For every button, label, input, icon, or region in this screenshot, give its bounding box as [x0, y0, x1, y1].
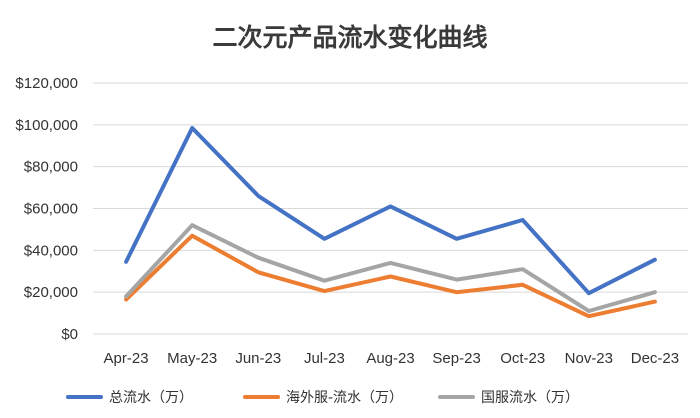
y-tick-label: $40,000 — [24, 242, 78, 259]
legend-label: 总流水（万） — [109, 390, 193, 406]
series-line-3 — [124, 223, 657, 313]
legend: 总流水（万） 海外服-流水（万） 国服流水（万） — [66, 390, 579, 406]
legend-item-1: 总流水（万） — [66, 390, 193, 406]
gridlines — [93, 82, 688, 335]
series-lines — [124, 126, 657, 319]
legend-label: 海外服-流水（万） — [286, 390, 403, 406]
x-tick-label: Dec-23 — [631, 350, 679, 367]
x-tick-label: Oct-23 — [500, 350, 545, 367]
x-tick-label: Jun-23 — [235, 350, 281, 367]
x-tick-label: Aug-23 — [366, 350, 414, 367]
y-tick-label: $20,000 — [24, 284, 78, 301]
x-axis-tick-labels: Apr-23 May-23 Jun-23 Jul-23 Aug-23 Sep-23 Oct-… — [104, 350, 680, 367]
series-line-2 — [124, 233, 657, 319]
y-tick-label: $120,000 — [15, 75, 78, 92]
series-line-1 — [124, 126, 657, 296]
y-tick-label: $100,000 — [15, 117, 78, 134]
y-tick-label: $0 — [61, 326, 78, 343]
x-tick-label: Nov-23 — [565, 350, 613, 367]
x-tick-label: Jul-23 — [304, 350, 345, 367]
y-axis-tick-labels: $0 $20,000 $40,000 $60,000 $80,000 $100,000 $1… — [15, 75, 78, 343]
legend-item-2: 海外服-流水（万） — [243, 390, 403, 406]
x-tick-label: May-23 — [167, 350, 217, 367]
legend-label: 国服流水（万） — [481, 390, 579, 406]
x-tick-label: Apr-23 — [104, 350, 149, 367]
legend-item-3: 国服流水（万） — [438, 390, 579, 406]
x-tick-label: Sep-23 — [432, 350, 480, 367]
y-tick-label: $80,000 — [24, 159, 78, 176]
chart-title: 二次元产品流水变化曲线 — [212, 23, 487, 52]
y-tick-label: $60,000 — [24, 201, 78, 218]
